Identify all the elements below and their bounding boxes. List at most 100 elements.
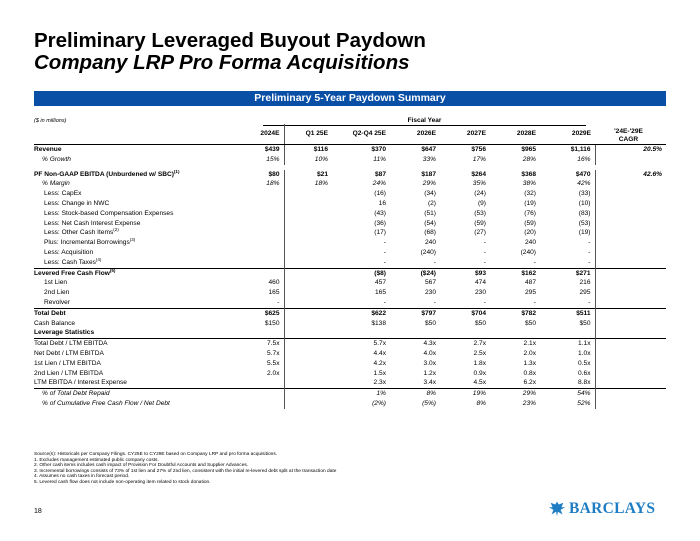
- row-label-text: Leverage Statistics: [34, 329, 95, 337]
- table-row: LTM EBITDA / Interest Expense 2.3x 3.4x 4.5…: [34, 378, 666, 389]
- source-notes: Source(s): Historicals per Company Filin…: [34, 452, 654, 486]
- table-row: % of Total Debt Repaid 1% 8% 19% 29% 54%: [34, 388, 666, 399]
- table-row: Revenue $439 $116 $370 $647 $756 $965 $1,116 20.…: [34, 144, 666, 155]
- cagr-cell: [595, 248, 666, 258]
- source-line: 5. Levered cash flow does not include no…: [34, 479, 211, 485]
- table-cell: [440, 328, 490, 338]
- table-row: Less: Cash Taxes(4) - - - - -: [34, 257, 666, 269]
- table-cell: 4.4x: [373, 349, 386, 357]
- row-label: % Growth: [34, 155, 234, 165]
- cagr-cell: [595, 199, 666, 209]
- table-cell: 23%: [522, 399, 536, 407]
- cagr-cell: [595, 189, 666, 199]
- table-cell: -: [533, 298, 536, 306]
- table-cell: (68): [424, 229, 436, 237]
- table-cell: $1,116: [540, 144, 596, 155]
- table-cell: (53): [540, 218, 596, 229]
- source-line: 4. Assumes no cash taxes in forecast per…: [34, 474, 130, 480]
- table-cell: [234, 247, 285, 258]
- table-row: 2nd Lien 165 165 230 230 295 295: [34, 288, 666, 298]
- table-cell: [234, 388, 285, 399]
- table-cell: 474: [474, 279, 486, 287]
- table-cell: 165: [374, 289, 386, 297]
- row-label: Less: Other Cash Items(2): [34, 228, 234, 238]
- column-header: Q1 25E: [284, 124, 332, 145]
- table-cell: [284, 209, 332, 219]
- table-cell: [284, 328, 332, 338]
- table-cell: 54%: [540, 388, 596, 399]
- table-cell: 28%: [522, 155, 536, 163]
- table-cell: (33): [540, 189, 596, 199]
- table-cell: $782: [490, 307, 540, 319]
- table-row: PF Non-GAAP EBITDA (Unburdened w/ SBC)(1…: [34, 169, 666, 180]
- table-cell: 24%: [372, 180, 386, 188]
- table-cell: [284, 238, 332, 248]
- table-cell: 17%: [472, 155, 486, 163]
- row-label: Cash Balance: [34, 319, 234, 329]
- table-cell: (2%): [372, 399, 386, 407]
- source-line: Source(s): Historicals per Company Filin…: [34, 452, 278, 457]
- table-cell: [234, 189, 285, 199]
- table-cell: -: [540, 247, 596, 258]
- source-line: 3. Incremental borrowings consists of 73…: [34, 468, 337, 474]
- table-cell: -: [540, 238, 596, 248]
- row-label: Leverage Statistics: [34, 328, 234, 338]
- table-cell: $87: [374, 170, 386, 178]
- table-cell: 460: [234, 278, 285, 289]
- row-label: % Margin: [34, 179, 234, 189]
- table-cell: [234, 378, 285, 389]
- table-cell: 16%: [540, 154, 596, 165]
- row-label-text: Cash Balance: [34, 319, 76, 327]
- row-label-text: Net Debt / LTM EBITDA: [34, 349, 104, 357]
- row-label-text: Total Debt / LTM EBITDA: [34, 340, 108, 348]
- row-label-text: 1st Lien / LTM EBITDA: [34, 359, 101, 367]
- row-label: Total Debt / LTM EBITDA: [34, 338, 234, 349]
- table-cell: $93: [440, 267, 490, 279]
- table-cell: 18%: [314, 180, 328, 188]
- row-label: 1st Lien: [34, 278, 234, 288]
- table-cell: [284, 228, 332, 238]
- row-label: Less: Acquisition: [34, 248, 234, 258]
- footnote-marker: (4): [95, 257, 102, 262]
- table-cell: -: [383, 298, 386, 306]
- table-cell: -: [483, 258, 486, 266]
- table-cell: $271: [540, 267, 596, 279]
- table-cell: 10%: [314, 155, 328, 163]
- table-cell: 1.0x: [540, 348, 596, 359]
- title-line-2: Company LRP Pro Forma Acquisitions: [34, 51, 410, 74]
- table-cell: 2.3x: [373, 379, 386, 387]
- table-cell: $162: [490, 267, 540, 279]
- footnote-marker: (1): [173, 169, 180, 174]
- section-banner: Preliminary 5-Year Paydown Summary: [34, 91, 666, 106]
- table-cell: (17): [374, 229, 386, 237]
- table-cell: (43): [374, 209, 386, 217]
- table-row: Plus: Incremental Borrowings(3) -240-240-: [34, 238, 666, 248]
- table-cell: [234, 198, 285, 209]
- table-cell: [284, 189, 332, 199]
- table-cell: 18%: [234, 179, 285, 190]
- table-row: Net Debt / LTM EBITDA 5.7x 4.4x 4.0x 2.5x 2.0…: [34, 348, 666, 359]
- table-cell: (54): [424, 219, 436, 227]
- table-row: Less: CapEx (16) (34) (24) (32) (33): [34, 189, 666, 199]
- column-header: 2024E: [234, 124, 285, 145]
- table-cell: $439: [234, 144, 285, 155]
- row-label: Total Debt: [34, 307, 234, 319]
- table-cell: [234, 267, 285, 279]
- row-label-text: % Margin: [42, 180, 70, 188]
- table-cell: -: [383, 258, 386, 266]
- row-label-text: Less: CapEx: [44, 190, 82, 198]
- column-header: 2029E: [540, 124, 595, 145]
- table-cell: -: [540, 297, 596, 309]
- table-row: Revolver - - - - - -: [34, 297, 666, 309]
- table-cell: $50: [424, 319, 436, 327]
- table-cell: [234, 218, 285, 229]
- row-label: LTM EBITDA / Interest Expense: [34, 378, 234, 388]
- cagr-cell: [595, 258, 666, 268]
- cagr-cell: [595, 267, 666, 279]
- row-label-text: 2nd Lien: [44, 289, 70, 297]
- row-label-text: Levered Free Cash Flow: [34, 269, 110, 277]
- table-cell: 1%: [332, 388, 390, 399]
- table-row: 1st Lien 460 457 567 474 487 216: [34, 278, 666, 289]
- table-cell: [234, 257, 285, 269]
- table-cell: (16): [374, 190, 386, 198]
